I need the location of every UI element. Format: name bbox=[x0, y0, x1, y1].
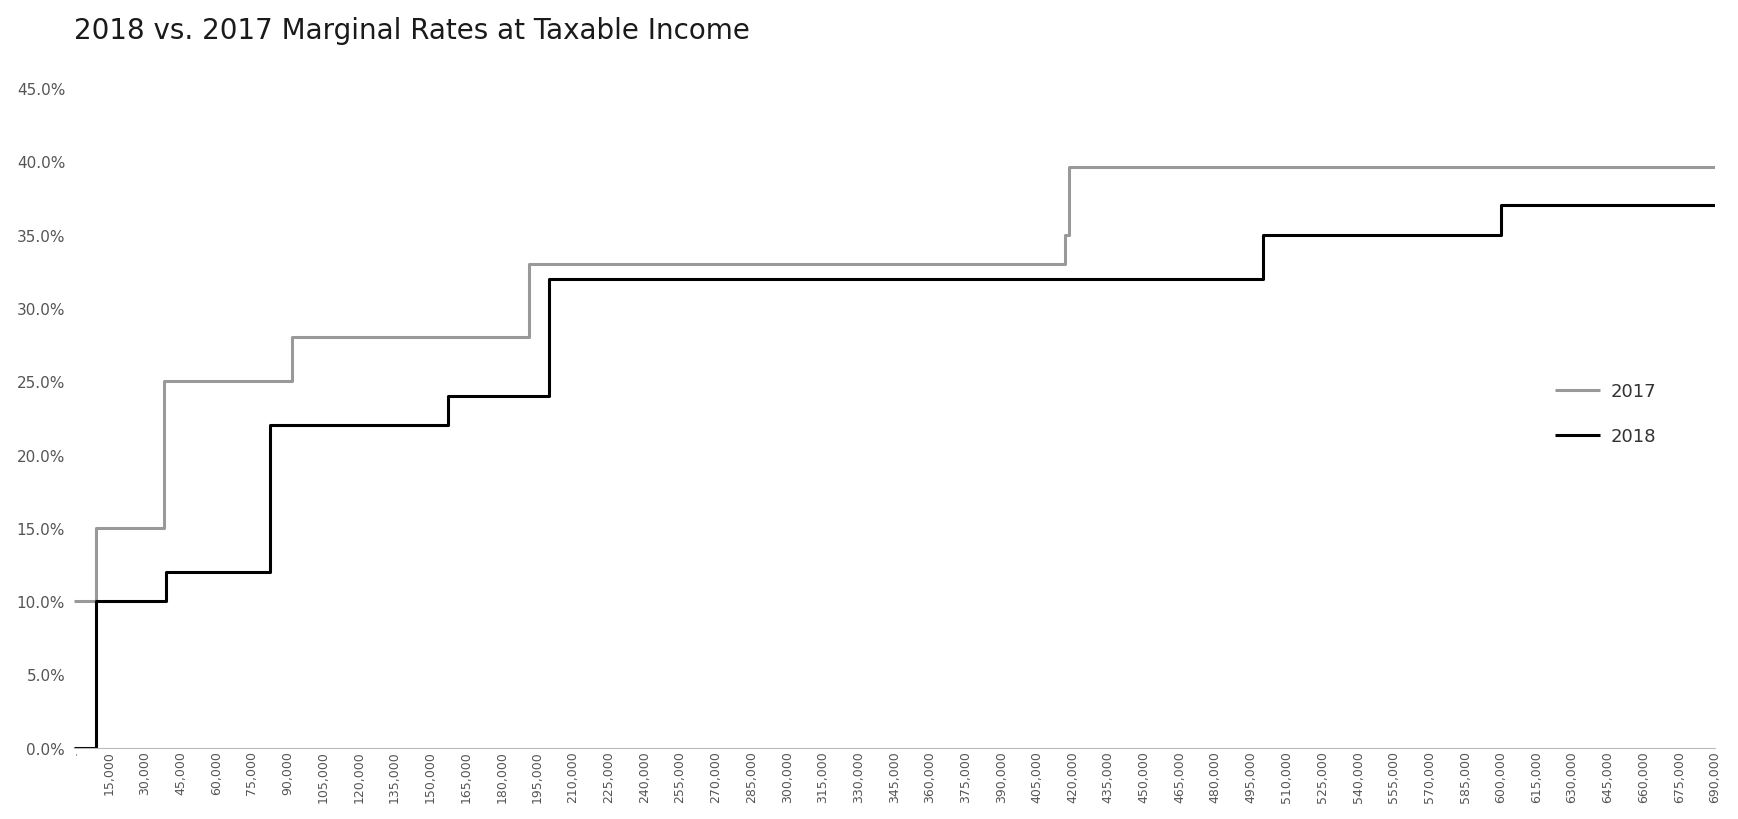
2018 bbox=[85, 596, 106, 606]
2017 bbox=[1055, 230, 1076, 240]
2018 bbox=[155, 567, 176, 577]
2017 bbox=[85, 523, 106, 533]
2018 bbox=[259, 567, 280, 577]
2017 bbox=[153, 523, 174, 533]
2018 bbox=[1489, 201, 1510, 211]
2018 bbox=[259, 421, 280, 431]
2017 bbox=[520, 260, 541, 269]
2017 bbox=[1058, 163, 1079, 173]
2017 bbox=[63, 596, 83, 606]
2018 bbox=[438, 391, 459, 401]
2018 bbox=[438, 421, 459, 431]
2018 bbox=[85, 596, 106, 606]
Legend: 2017, 2018: 2017, 2018 bbox=[1556, 382, 1656, 446]
Line: 2017: 2017 bbox=[73, 168, 1715, 601]
2018 bbox=[1489, 201, 1510, 211]
2018 bbox=[259, 421, 280, 431]
2018 bbox=[1253, 230, 1274, 240]
2018 bbox=[438, 391, 459, 401]
2018 bbox=[1705, 201, 1726, 211]
Line: 2018: 2018 bbox=[73, 206, 1715, 748]
2018 bbox=[155, 567, 176, 577]
2018 bbox=[539, 274, 560, 284]
2017 bbox=[1055, 230, 1076, 240]
Text: 2018 vs. 2017 Marginal Rates at Taxable Income: 2018 vs. 2017 Marginal Rates at Taxable … bbox=[73, 16, 749, 44]
2017 bbox=[282, 377, 302, 387]
2017 bbox=[282, 333, 302, 343]
2018 bbox=[539, 391, 560, 401]
2017 bbox=[85, 523, 106, 533]
2017 bbox=[1058, 230, 1079, 240]
2018 bbox=[539, 274, 560, 284]
2018 bbox=[155, 596, 176, 606]
2017 bbox=[282, 333, 302, 343]
2018 bbox=[1253, 230, 1274, 240]
2018 bbox=[85, 743, 106, 753]
2017 bbox=[1055, 260, 1076, 269]
2018 bbox=[1489, 230, 1510, 240]
2017 bbox=[520, 333, 541, 343]
2017 bbox=[153, 377, 174, 387]
2017 bbox=[520, 260, 541, 269]
2017 bbox=[1705, 163, 1726, 173]
2017 bbox=[153, 377, 174, 387]
2018 bbox=[1253, 274, 1274, 284]
2017 bbox=[1058, 163, 1079, 173]
2017 bbox=[85, 596, 106, 606]
2018 bbox=[63, 743, 83, 753]
